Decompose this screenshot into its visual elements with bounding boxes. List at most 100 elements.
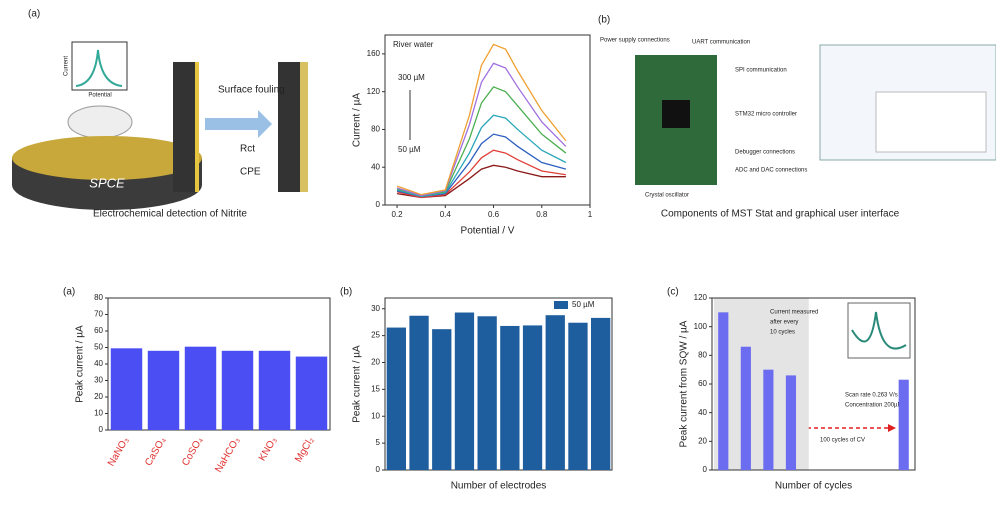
annotation: after every bbox=[770, 320, 798, 326]
chart-title: River water bbox=[393, 40, 434, 49]
sensor-dome bbox=[67, 105, 133, 139]
fouling-label: Surface fouling bbox=[218, 85, 285, 96]
x-tick-label: 0.2 bbox=[391, 210, 403, 219]
bar bbox=[500, 325, 520, 470]
bar bbox=[898, 379, 909, 470]
caption: Electrochemical detection of Nitrite bbox=[93, 209, 247, 220]
caption: Components of MST Stat and graphical use… bbox=[661, 209, 900, 220]
panel-label: (a) bbox=[63, 287, 75, 298]
mst-stat: (b) Power supply connections UART commun… bbox=[598, 15, 996, 220]
line-series bbox=[396, 133, 567, 198]
arrow bbox=[205, 110, 272, 138]
x-axis-label: Potential / V bbox=[461, 226, 515, 237]
cycles-inset bbox=[800, 302, 911, 432]
x-tick-label: NaHCO₃ bbox=[213, 435, 242, 474]
y-tick-label: 40 bbox=[371, 162, 380, 171]
nitrite-diagram: (a) Current Potential SPCE Surface fouli… bbox=[12, 9, 308, 220]
bar bbox=[110, 348, 143, 430]
y-tick-label: 10 bbox=[371, 411, 380, 420]
inset-y: Current bbox=[64, 56, 70, 76]
x-tick-label: KNO₃ bbox=[257, 435, 279, 463]
y-tick-label: 0 bbox=[99, 425, 104, 434]
y-tick-label: 0 bbox=[703, 465, 708, 474]
panel-label: (b) bbox=[340, 287, 352, 298]
bar bbox=[568, 322, 588, 470]
arrow-head bbox=[888, 424, 896, 432]
annotation: Current measured bbox=[770, 310, 818, 316]
y-tick-label: 80 bbox=[371, 125, 380, 134]
y-tick-label: 20 bbox=[94, 392, 103, 401]
pcb-label: ADC and DAC connections bbox=[735, 168, 807, 174]
y-tick-label: 80 bbox=[698, 350, 707, 359]
inset-x: Potential bbox=[88, 93, 111, 99]
y-tick-label: 100 bbox=[694, 322, 708, 331]
bar bbox=[386, 327, 406, 470]
y-tick-label: 60 bbox=[698, 379, 707, 388]
bar bbox=[740, 346, 751, 470]
bar bbox=[785, 375, 797, 470]
pcb-label: Power supply connections bbox=[600, 38, 670, 44]
y-tick-label: 60 bbox=[94, 326, 103, 335]
line-series bbox=[396, 149, 566, 199]
y-tick-label: 25 bbox=[371, 331, 380, 340]
y-tick-label: 40 bbox=[94, 359, 103, 368]
y-tick-label: 30 bbox=[94, 376, 103, 385]
y-tick-label: 10 bbox=[94, 409, 103, 418]
annotation: 300 µM bbox=[398, 73, 425, 82]
bar bbox=[409, 315, 429, 470]
bar bbox=[221, 350, 254, 430]
bar bbox=[295, 356, 328, 430]
gui-plot bbox=[875, 91, 987, 153]
annotation: Concentration 200µM bbox=[845, 403, 903, 409]
y-axis-label: Peak current / µA bbox=[75, 325, 86, 403]
bar bbox=[147, 350, 180, 430]
pcb-label: UART communication bbox=[692, 40, 750, 46]
line-series bbox=[396, 86, 567, 197]
x-axis-label: Number of cycles bbox=[775, 481, 852, 492]
electrode-side bbox=[173, 62, 195, 192]
pcb-label: SPI communication bbox=[735, 68, 787, 74]
legend-label: 50 µM bbox=[572, 300, 595, 309]
inset-curve bbox=[851, 311, 907, 350]
panel-label: (b) bbox=[598, 15, 610, 26]
x-tick-label: CaSO₄ bbox=[143, 435, 168, 468]
annotation: 10 cycles bbox=[770, 330, 795, 336]
plot-frame bbox=[384, 34, 591, 206]
pcb-label: Debugger connections bbox=[735, 150, 795, 156]
y-tick-label: 15 bbox=[371, 384, 380, 393]
line-series bbox=[396, 62, 567, 197]
y-tick-label: 0 bbox=[376, 200, 381, 209]
y-tick-label: 20 bbox=[371, 358, 380, 367]
y-tick-label: 160 bbox=[367, 49, 381, 58]
fouling-layer bbox=[300, 62, 308, 192]
rct-label: Rct bbox=[240, 144, 255, 155]
cpe-label: CPE bbox=[240, 167, 261, 178]
bar bbox=[591, 317, 611, 470]
inset bbox=[71, 41, 128, 91]
x-axis-label: Number of electrodes bbox=[451, 481, 547, 492]
electrode-side bbox=[278, 62, 300, 192]
y-axis-label: Current / µA bbox=[352, 93, 363, 147]
bar bbox=[763, 369, 774, 470]
bar bbox=[545, 315, 565, 470]
y-tick-label: 20 bbox=[698, 436, 707, 445]
x-tick-label: CoSO₄ bbox=[180, 435, 205, 468]
y-tick-label: 40 bbox=[698, 408, 707, 417]
y-axis-label: Peak current / µA bbox=[352, 345, 363, 423]
bar bbox=[184, 346, 217, 430]
y-tick-label: 70 bbox=[94, 310, 103, 319]
y-tick-label: 80 bbox=[94, 293, 103, 302]
line-series bbox=[396, 43, 567, 196]
y-axis-label: Peak current from SQW / µA bbox=[679, 320, 690, 447]
inset-curve bbox=[75, 49, 123, 87]
bar bbox=[454, 312, 475, 470]
bar bbox=[432, 329, 452, 470]
x-tick-label: 1 bbox=[588, 210, 593, 219]
x-tick-label: 0.4 bbox=[440, 210, 452, 219]
x-tick-label: 0.6 bbox=[488, 210, 500, 219]
bar bbox=[258, 350, 291, 430]
panel-label: (c) bbox=[667, 287, 679, 298]
x-tick-label: 0.8 bbox=[536, 210, 548, 219]
y-tick-label: 120 bbox=[694, 293, 708, 302]
